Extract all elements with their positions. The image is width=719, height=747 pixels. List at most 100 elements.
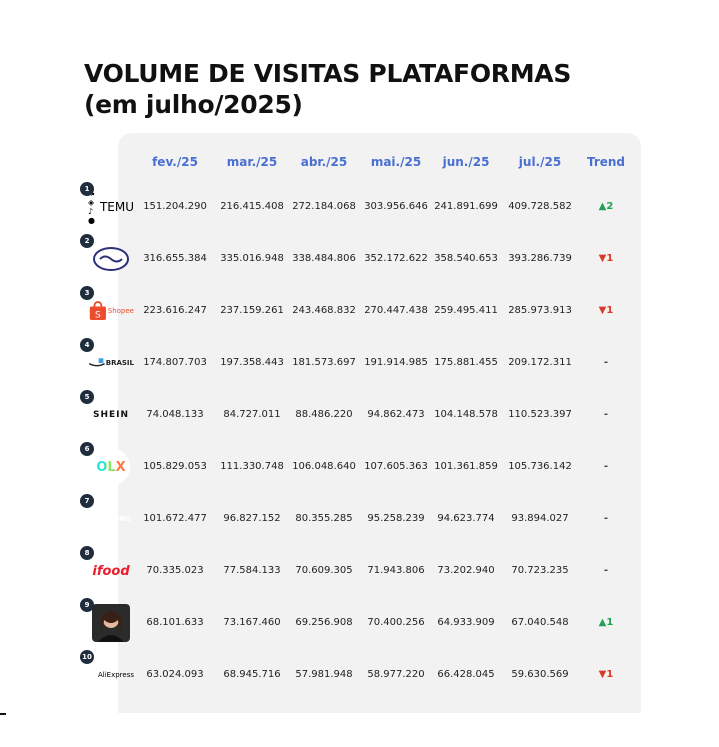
shopee-logo: S Shopee [88, 288, 134, 334]
table-cell: 259.495.411 [434, 305, 498, 316]
trend-indicator: ▼1 [598, 253, 614, 264]
table-row: SAMSUNG 7 101.672.477 96.827.152 80.355.285 9… [0, 493, 719, 545]
logo-text: Shopee [107, 307, 134, 315]
table-cell: 101.672.477 [143, 513, 207, 524]
chart-title-line1: VOLUME DE VISITAS PLATAFORMAS [84, 59, 572, 88]
table-cell: 243.468.832 [292, 305, 356, 316]
logo-text: BRASIL [105, 359, 134, 367]
table-cell: 110.523.397 [508, 409, 572, 420]
table-cell: 272.184.068 [292, 201, 356, 212]
olx-logo: OLX [88, 444, 134, 490]
chart-title-line2: (em julho/2025) [84, 90, 303, 119]
table-cell: 191.914.985 [364, 357, 428, 368]
column-header-6: Trend [586, 155, 626, 169]
table-cell: 95.258.239 [367, 513, 425, 524]
table-cell: 70.400.256 [367, 617, 425, 628]
table-cell: 58.977.220 [367, 669, 425, 680]
table-cell: 111.330.748 [220, 461, 284, 472]
table-cell: 73.167.460 [223, 617, 281, 628]
table-cell: 94.862.473 [367, 409, 425, 420]
shein-logo: SHEIN [88, 392, 134, 438]
table-cell: 70.609.305 [295, 565, 353, 576]
table-cell: 70.723.235 [511, 565, 569, 576]
logo-text: TEMU [99, 199, 134, 214]
rank-badge: 10 [80, 650, 94, 664]
table-cell: 216.415.408 [220, 201, 284, 212]
table-cell: 73.202.940 [437, 565, 495, 576]
table-cell: 335.016.948 [220, 253, 284, 264]
logo-text: SAMSUNG [91, 515, 131, 523]
mercadolivre-logo [88, 236, 134, 282]
trend-indicator: - [603, 513, 609, 524]
aliexpress-logo: AliExpress [88, 652, 134, 698]
table-cell: 77.584.133 [223, 565, 281, 576]
rank-badge: 4 [80, 338, 94, 352]
table-row: ifood 8 70.335.023 77.584.133 70.609.305 71.9… [0, 545, 719, 597]
table-cell: 303.956.646 [364, 201, 428, 212]
table-cell: 96.827.152 [223, 513, 281, 524]
table-cell: 93.894.027 [511, 513, 569, 524]
table-cell: 88.486.220 [295, 409, 353, 420]
table-cell: 409.728.582 [508, 201, 572, 212]
table-row: SHEIN 5 74.048.133 84.727.011 88.486.220 94.8… [0, 389, 719, 441]
table-cell: 241.891.699 [434, 201, 498, 212]
table-cell: 101.361.859 [434, 461, 498, 472]
table-cell: 175.881.455 [434, 357, 498, 368]
table-cell: 104.148.578 [434, 409, 498, 420]
table-cell: 393.286.739 [508, 253, 572, 264]
table-cell: 358.540.653 [434, 253, 498, 264]
table-cell: 66.428.045 [437, 669, 495, 680]
logo-text: OLX [96, 459, 126, 475]
trend-indicator: - [603, 565, 609, 576]
table-panel [118, 133, 641, 713]
table-cell: 197.358.443 [220, 357, 284, 368]
table-cell: 64.933.909 [437, 617, 495, 628]
column-header-4: jun./25 [442, 155, 490, 169]
column-header-3: mai./25 [370, 155, 422, 169]
column-header-1: mar./25 [226, 155, 278, 169]
table-cell: 80.355.285 [295, 513, 353, 524]
table-cell: 67.040.548 [511, 617, 569, 628]
rank-badge: 6 [80, 442, 94, 456]
magalu-logo [88, 600, 134, 646]
table-cell: 209.172.311 [508, 357, 572, 368]
table-cell: 94.623.774 [437, 513, 495, 524]
logo-text: ifood [92, 563, 130, 579]
trend-indicator: - [603, 409, 609, 420]
svg-text:S: S [95, 310, 101, 320]
rank-badge: 9 [80, 598, 94, 612]
chart-title: VOLUME DE VISITAS PLATAFORMAS (em julho/… [84, 58, 571, 120]
table-cell: 105.829.053 [143, 461, 207, 472]
trend-indicator: ▲2 [598, 201, 614, 212]
table-cell: 151.204.290 [143, 201, 207, 212]
table-cell: 63.024.093 [146, 669, 204, 680]
table-cell: 69.256.908 [295, 617, 353, 628]
rank-badge: 8 [80, 546, 94, 560]
table-row: S Shopee 3 223.616.247 237.159.261 243.468.8… [0, 285, 719, 337]
amazon-brasil-logo: BRASIL [88, 340, 134, 386]
table-cell: 181.573.697 [292, 357, 356, 368]
rank-badge: 5 [80, 390, 94, 404]
rank-badge: 7 [80, 494, 94, 508]
table-cell: 84.727.011 [223, 409, 281, 420]
trend-indicator: - [603, 461, 609, 472]
rank-badge: 1 [80, 182, 94, 196]
trend-indicator: ▲1 [598, 617, 614, 628]
table-row: 2 316.655.384 335.016.948 338.484.806 352.17… [0, 233, 719, 285]
column-header-5: jul./25 [518, 155, 562, 169]
trend-indicator: ▼1 [598, 669, 614, 680]
table-cell: 285.973.913 [508, 305, 572, 316]
logo-text: SHEIN [92, 410, 130, 420]
table-cell: 74.048.133 [146, 409, 204, 420]
table-row: BRASIL 4 174.807.703 197.358.443 181.573.697… [0, 337, 719, 389]
table-cell: 107.605.363 [364, 461, 428, 472]
table-cell: 68.945.716 [223, 669, 281, 680]
table-cell: 71.943.806 [367, 565, 425, 576]
table-cell: 237.159.261 [220, 305, 284, 316]
table-cell: 316.655.384 [143, 253, 207, 264]
column-header-0: fev./25 [152, 155, 198, 169]
table-cell: 270.447.438 [364, 305, 428, 316]
table-row: 9 68.101.633 73.167.460 69.256.908 70.400.25… [0, 597, 719, 649]
table-row: AliExpress 10 63.024.093 68.945.716 57.981.9… [0, 649, 719, 701]
